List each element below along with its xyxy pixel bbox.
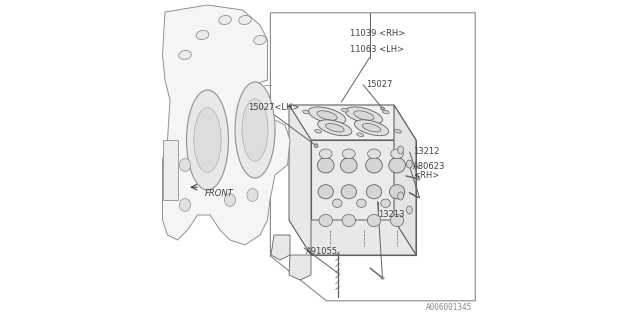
Ellipse shape — [319, 214, 332, 227]
Ellipse shape — [389, 185, 404, 199]
Text: A80623: A80623 — [413, 162, 445, 171]
Polygon shape — [271, 235, 290, 260]
Ellipse shape — [356, 199, 366, 207]
Ellipse shape — [235, 82, 275, 178]
Ellipse shape — [390, 214, 404, 227]
Ellipse shape — [345, 107, 383, 124]
Ellipse shape — [366, 185, 381, 199]
Polygon shape — [163, 140, 177, 200]
Ellipse shape — [317, 120, 352, 136]
Ellipse shape — [194, 108, 221, 172]
Ellipse shape — [381, 107, 385, 110]
Text: 15027<LH>: 15027<LH> — [248, 103, 300, 112]
Polygon shape — [289, 105, 311, 255]
Ellipse shape — [319, 149, 332, 159]
Polygon shape — [289, 255, 311, 280]
Text: 11063 <LH>: 11063 <LH> — [351, 45, 404, 54]
Ellipse shape — [355, 120, 388, 136]
Polygon shape — [311, 140, 416, 255]
Ellipse shape — [219, 15, 231, 25]
Ellipse shape — [317, 111, 337, 120]
Ellipse shape — [397, 192, 403, 200]
Ellipse shape — [342, 214, 356, 227]
Ellipse shape — [341, 185, 356, 199]
Ellipse shape — [253, 36, 266, 44]
Ellipse shape — [340, 158, 357, 173]
Ellipse shape — [367, 149, 380, 159]
Ellipse shape — [356, 133, 364, 137]
Text: 13212: 13212 — [413, 148, 439, 156]
Text: FRONT: FRONT — [205, 189, 234, 198]
Polygon shape — [163, 5, 290, 245]
Polygon shape — [394, 105, 416, 255]
Ellipse shape — [417, 178, 420, 180]
Ellipse shape — [225, 194, 236, 206]
Ellipse shape — [315, 144, 318, 148]
Ellipse shape — [326, 124, 344, 132]
Ellipse shape — [342, 149, 355, 159]
Ellipse shape — [397, 146, 403, 154]
Ellipse shape — [381, 277, 384, 279]
Text: <RH>: <RH> — [413, 172, 439, 180]
Ellipse shape — [341, 108, 348, 112]
Ellipse shape — [315, 130, 321, 133]
Text: 13213: 13213 — [378, 210, 404, 219]
Ellipse shape — [247, 188, 258, 201]
Ellipse shape — [406, 206, 412, 214]
Ellipse shape — [239, 15, 252, 25]
Ellipse shape — [354, 111, 374, 120]
Ellipse shape — [303, 110, 309, 114]
Ellipse shape — [381, 199, 390, 207]
Ellipse shape — [308, 107, 346, 124]
Ellipse shape — [394, 130, 401, 133]
Ellipse shape — [390, 149, 403, 159]
Ellipse shape — [186, 90, 228, 190]
Ellipse shape — [362, 124, 381, 132]
Ellipse shape — [382, 110, 389, 114]
Polygon shape — [289, 105, 416, 140]
Ellipse shape — [179, 199, 191, 212]
Text: A91055: A91055 — [306, 247, 338, 256]
Ellipse shape — [406, 160, 412, 168]
Ellipse shape — [332, 199, 342, 207]
Ellipse shape — [317, 158, 334, 173]
Ellipse shape — [367, 214, 381, 227]
Polygon shape — [289, 220, 416, 255]
Ellipse shape — [196, 30, 209, 40]
Text: 15027: 15027 — [366, 80, 393, 89]
Ellipse shape — [365, 158, 382, 173]
Text: 11039 <RH>: 11039 <RH> — [351, 29, 406, 38]
Ellipse shape — [179, 51, 191, 60]
Ellipse shape — [318, 185, 333, 199]
Ellipse shape — [242, 99, 268, 161]
Text: A006001345: A006001345 — [426, 303, 472, 312]
Ellipse shape — [388, 158, 405, 173]
Ellipse shape — [179, 159, 191, 172]
